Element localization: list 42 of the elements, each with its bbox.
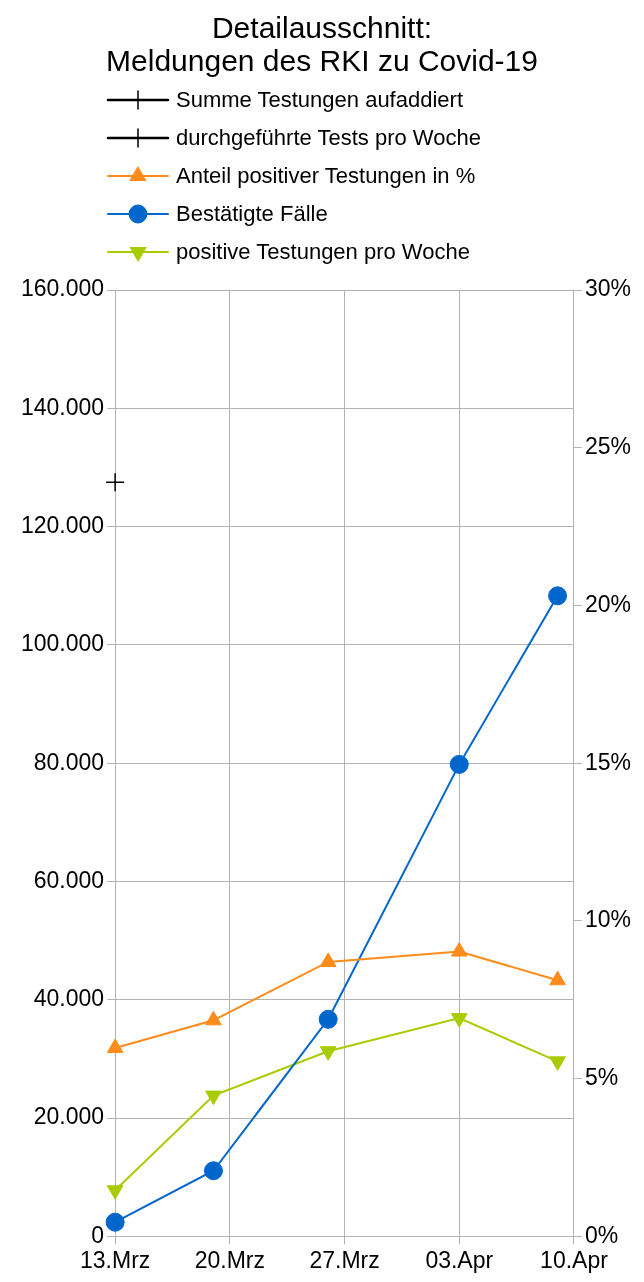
point <box>549 1056 566 1071</box>
x-tick-label: 27.Mrz <box>309 1246 380 1273</box>
point <box>106 1185 124 1200</box>
y-tick-label: 140.000 <box>21 393 105 420</box>
y2-tick-label: 15% <box>584 748 632 775</box>
legend-label: Anteil positiver Testungen in % <box>176 163 476 189</box>
y2-tick-label: 20% <box>584 590 632 617</box>
point <box>549 970 566 986</box>
point <box>319 1046 337 1061</box>
y2-tick-label: 30% <box>584 275 632 302</box>
x-tick-label: 13.Mrz <box>79 1246 151 1273</box>
y2-tick-label: 5% <box>584 1064 619 1091</box>
legend-label: Summe Testungen aufaddiert <box>176 87 463 113</box>
y-tick-label: 120.000 <box>21 511 105 538</box>
y-tick-label: 40.000 <box>33 985 105 1012</box>
point <box>106 1038 124 1054</box>
x-tick-label: 03.Apr <box>425 1246 494 1273</box>
y2-tick-label: 0% <box>584 1221 619 1248</box>
x-tick-label: 20.Mrz <box>194 1246 265 1273</box>
y2-tick-label: 10% <box>584 906 632 933</box>
point <box>450 1013 468 1028</box>
y-tick-label: 0 <box>91 1221 105 1248</box>
y-tick-label: 100.000 <box>21 630 105 657</box>
point <box>318 1009 338 1029</box>
point <box>203 1161 223 1181</box>
point <box>205 1010 222 1026</box>
chart-title: Detailausschnitt: Meldungen des RKI zu Covid-19 <box>106 11 538 78</box>
legend-label: positive Testungen pro Woche <box>176 239 470 265</box>
point <box>105 472 125 492</box>
legend-label: durchgeführte Tests pro Woche <box>176 125 481 151</box>
y-tick-label: 80.000 <box>33 748 105 775</box>
y2-tick-label: 25% <box>584 433 632 460</box>
legend-label: Bestätigte Fälle <box>176 201 328 227</box>
point <box>449 754 469 774</box>
y-tick-label: 160.000 <box>21 275 105 302</box>
point <box>205 1090 222 1106</box>
point <box>548 586 568 606</box>
point <box>319 952 337 967</box>
point <box>450 942 468 957</box>
y-tick-label: 20.000 <box>33 1103 105 1130</box>
y-tick-label: 60.000 <box>33 866 105 893</box>
x-tick-label: 10.Apr <box>540 1246 609 1273</box>
